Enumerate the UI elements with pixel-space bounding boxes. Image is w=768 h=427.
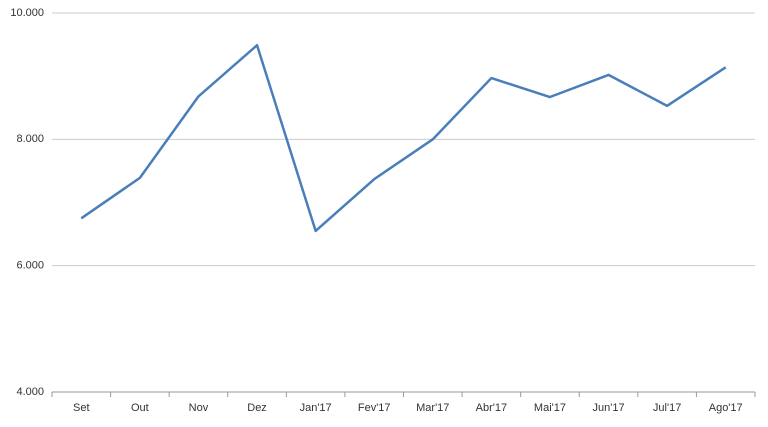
series-line xyxy=(80,43,727,233)
y-tick-label: 8.000 xyxy=(16,133,44,145)
x-tick-label: Mai'17 xyxy=(534,402,566,414)
x-tick-label: Dez xyxy=(247,402,267,414)
y-tick-label: 4.000 xyxy=(16,386,44,398)
x-tick-label: Jan'17 xyxy=(300,402,332,414)
y-tick-label: 6.000 xyxy=(16,260,44,272)
x-tick-label: Mar'17 xyxy=(416,402,449,414)
y-tick-label: 10.000 xyxy=(10,7,44,19)
x-tick-label: Ago'17 xyxy=(709,402,743,414)
x-tick-label: Fev'17 xyxy=(358,402,391,414)
x-tick-label: Set xyxy=(73,402,90,414)
x-tick-label: Jun'17 xyxy=(593,402,625,414)
x-tick-label: Jul'17 xyxy=(653,402,681,414)
x-tick-label: Abr'17 xyxy=(476,402,507,414)
x-tick-label: Nov xyxy=(189,402,209,414)
x-tick-label: Out xyxy=(131,402,149,414)
